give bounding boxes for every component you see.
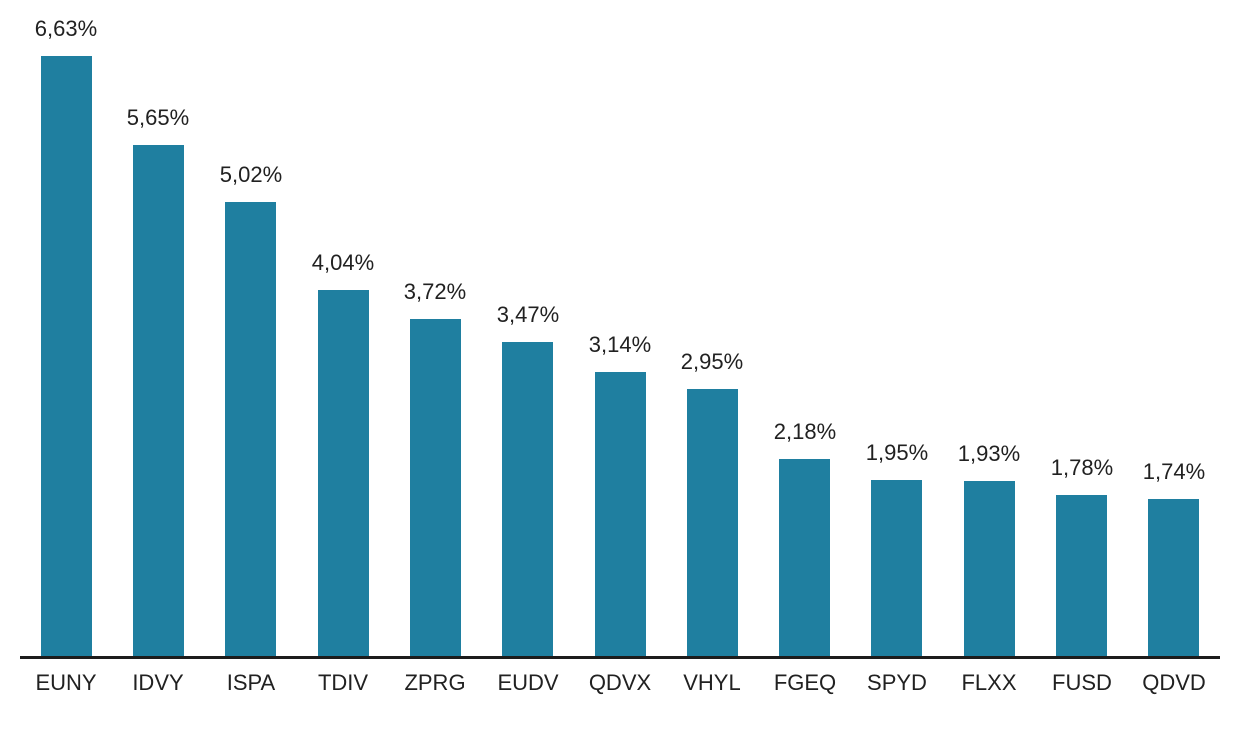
bar-spyd[interactable]: [871, 480, 922, 656]
bar-tdiv[interactable]: [318, 290, 369, 656]
x-axis-label-fusd: FUSD: [1052, 670, 1112, 695]
bar-value-label: 3,72%: [403, 279, 467, 304]
x-axis-label-fgeq: FGEQ: [773, 670, 837, 695]
x-axis-label-flxx: FLXX: [961, 670, 1017, 695]
bar-value-label: 5,65%: [126, 105, 190, 130]
bar-value-label: 3,47%: [496, 302, 560, 327]
bar-value-label: 4,04%: [311, 250, 375, 275]
x-axis-label-idvy: IDVY: [132, 670, 184, 695]
bar-qdvd[interactable]: [1148, 499, 1199, 656]
x-axis-label-qdvx: QDVX: [588, 670, 652, 695]
bar-value-label: 2,95%: [680, 349, 744, 374]
x-axis-label-tdiv: TDIV: [317, 670, 369, 695]
bar-value-label: 6,63%: [34, 16, 98, 41]
bar-fgeq[interactable]: [779, 459, 830, 656]
x-axis-label-ispa: ISPA: [226, 670, 276, 695]
bar-ispa[interactable]: [225, 202, 276, 656]
bar-value-label: 1,78%: [1050, 455, 1114, 480]
bar-value-label: 3,14%: [588, 332, 652, 357]
x-axis-label-euny: EUNY: [35, 670, 97, 695]
bar-flxx[interactable]: [964, 481, 1015, 656]
bar-fusd[interactable]: [1056, 495, 1107, 656]
x-axis-label-qdvd: QDVD: [1142, 670, 1206, 695]
bar-value-label: 1,74%: [1142, 459, 1206, 484]
bar-value-label: 5,02%: [219, 162, 283, 187]
bar-value-label: 1,93%: [957, 441, 1021, 466]
x-axis-line: [20, 656, 1220, 659]
bar-zprg[interactable]: [410, 319, 461, 656]
x-axis-label-eudv: EUDV: [497, 670, 559, 695]
bar-idvy[interactable]: [133, 145, 184, 656]
bar-eudv[interactable]: [502, 342, 553, 656]
x-axis-label-zprg: ZPRG: [404, 670, 466, 695]
x-axis-label-vhyl: VHYL: [683, 670, 741, 695]
bar-qdvx[interactable]: [595, 372, 646, 656]
bar-vhyl[interactable]: [687, 389, 738, 656]
x-axis-label-spyd: SPYD: [867, 670, 927, 695]
bar-euny[interactable]: [41, 56, 92, 656]
bar-value-label: 2,18%: [773, 419, 837, 444]
bar-value-label: 1,95%: [865, 440, 929, 465]
